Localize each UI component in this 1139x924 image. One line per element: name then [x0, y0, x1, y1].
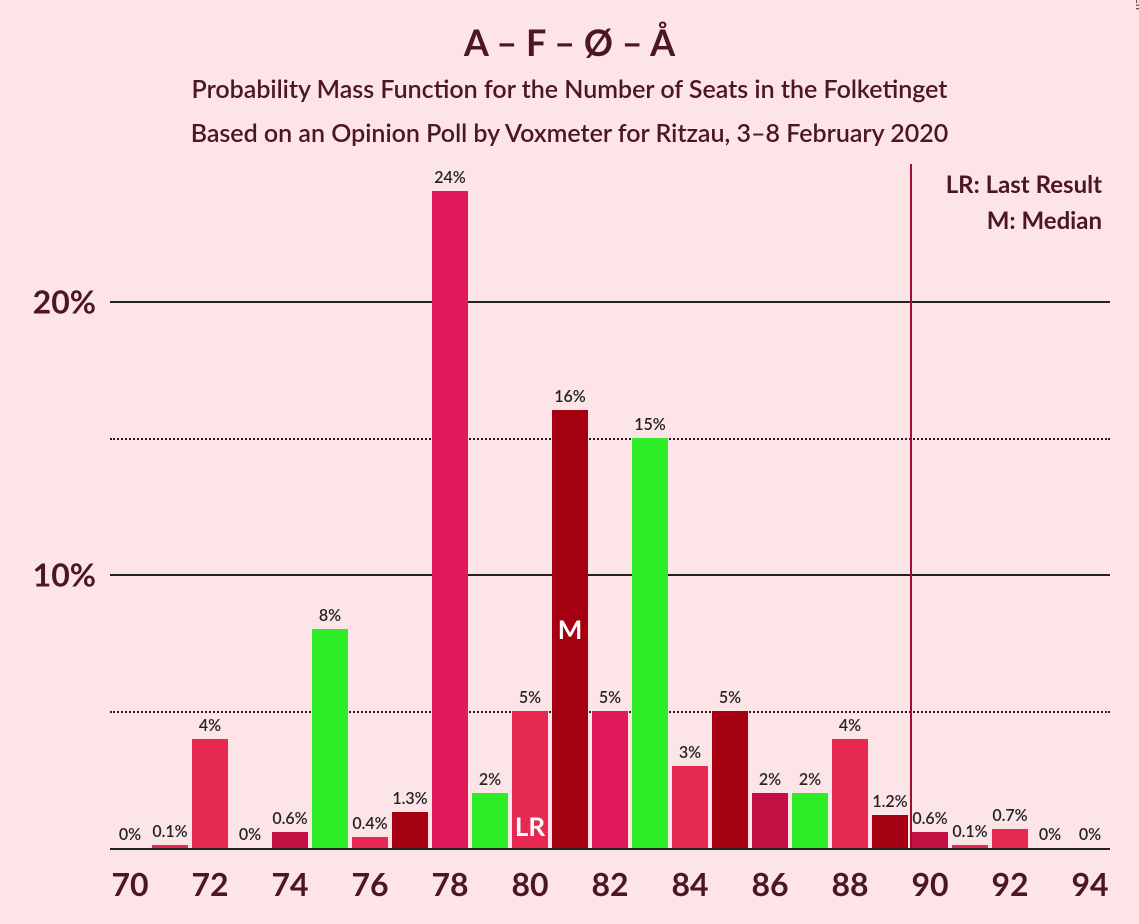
chart-title: A – F – Ø – Å: [0, 20, 1139, 64]
bar: 5%: [712, 711, 748, 848]
chart-subtitle-2: Based on an Opinion Poll by Voxmeter for…: [0, 118, 1139, 148]
bar-value-label: 4%: [199, 716, 221, 739]
bar: 1.3%: [392, 812, 428, 848]
grid-line: [110, 574, 1110, 576]
bar: 3%: [672, 766, 708, 848]
bar-value-label: 0.6%: [272, 809, 307, 832]
x-tick-label: 94: [1071, 848, 1108, 903]
bar-value-label: 1.2%: [872, 792, 907, 815]
x-tick-label: 80: [511, 848, 548, 903]
bar-value-label: 2%: [479, 770, 501, 793]
bar-value-label: 0.7%: [992, 806, 1027, 829]
legend-lr: LR: Last Result: [946, 170, 1102, 199]
bar: 2%: [752, 793, 788, 848]
bar: 0.7%: [992, 829, 1028, 848]
bar-value-label: 16%: [554, 387, 586, 410]
x-tick-label: 82: [591, 848, 628, 903]
bar: 1.2%: [872, 815, 908, 848]
bar-value-label: 2%: [759, 770, 781, 793]
bar-annotation: LR: [515, 810, 545, 842]
bar-value-label: 4%: [839, 716, 861, 739]
bar: 4%: [192, 739, 228, 848]
bar: 8%: [312, 629, 348, 848]
bar: 5%: [592, 711, 628, 848]
bar: 5%LR: [512, 711, 548, 848]
bar: 4%: [832, 739, 868, 848]
chart-area: 10%20%0%0.1%4%0%0.6%8%0.4%1.3%24%2%5%LR1…: [110, 164, 1110, 848]
bar: 0.1%: [952, 845, 988, 848]
bar-value-label: 5%: [719, 688, 741, 711]
copyright: © 2020 Filip van Laenen: [1133, 0, 1139, 10]
x-tick-label: 88: [831, 848, 868, 903]
bar-value-label: 0.6%: [912, 809, 947, 832]
bar: 24%: [432, 191, 468, 848]
bar-annotation: M: [558, 613, 583, 645]
legend-m: M: Median: [987, 206, 1102, 235]
bar-value-label: 0.4%: [352, 814, 387, 837]
x-tick-label: 84: [671, 848, 708, 903]
bar: 0.6%: [912, 832, 948, 848]
bar-value-label: 0%: [1039, 825, 1061, 848]
bar-value-label: 2%: [799, 770, 821, 793]
chart-subtitle-1: Probability Mass Function for the Number…: [0, 74, 1139, 104]
bar-value-label: 3%: [679, 743, 701, 766]
bar: 16%M: [552, 410, 588, 848]
bar-value-label: 8%: [319, 606, 341, 629]
bar-value-label: 0.1%: [152, 822, 187, 845]
x-tick-label: 72: [191, 848, 228, 903]
y-tick-label: 20%: [33, 281, 110, 320]
x-tick-label: 74: [271, 848, 308, 903]
bar-value-label: 0.1%: [952, 822, 987, 845]
bar-value-label: 5%: [519, 688, 541, 711]
bar: 2%: [792, 793, 828, 848]
bar-value-label: 0%: [119, 825, 141, 848]
bar-value-label: 15%: [634, 415, 666, 438]
bar: 0.4%: [352, 837, 388, 848]
bar: 2%: [472, 793, 508, 848]
bar: 0.6%: [272, 832, 308, 848]
bar-value-label: 24%: [434, 168, 466, 191]
bar-value-label: 1.3%: [392, 789, 427, 812]
x-tick-label: 76: [351, 848, 388, 903]
x-tick-label: 86: [751, 848, 788, 903]
x-tick-label: 70: [111, 848, 148, 903]
bar-value-label: 0%: [1079, 825, 1101, 848]
x-tick-label: 90: [911, 848, 948, 903]
bar-value-label: 0%: [239, 825, 261, 848]
x-tick-label: 78: [431, 848, 468, 903]
bar: 15%: [632, 438, 668, 848]
x-tick-label: 92: [991, 848, 1028, 903]
bar-value-label: 5%: [599, 688, 621, 711]
grid-line: [110, 438, 1110, 440]
bar: 0.1%: [152, 845, 188, 848]
grid-line: [110, 301, 1110, 303]
last-result-line: [910, 164, 912, 848]
y-tick-label: 10%: [33, 555, 110, 594]
plot-area: 10%20%0%0.1%4%0%0.6%8%0.4%1.3%24%2%5%LR1…: [110, 164, 1110, 848]
